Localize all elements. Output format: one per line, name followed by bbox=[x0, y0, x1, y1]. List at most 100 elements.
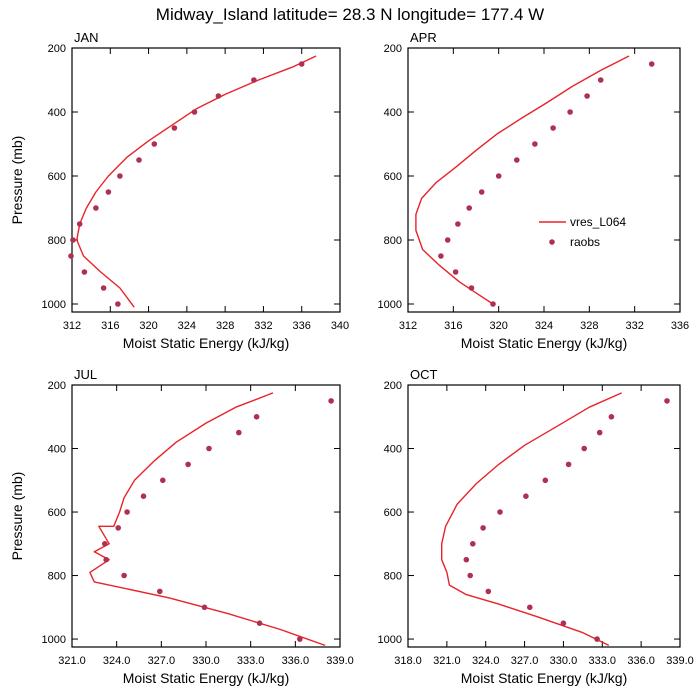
obs-point bbox=[76, 221, 83, 227]
x-tick-label: 340 bbox=[331, 320, 349, 332]
x-axis-label: Moist Static Energy (kJ/kg) bbox=[461, 335, 628, 351]
obs-point bbox=[140, 493, 147, 500]
x-tick-label: 333.0 bbox=[589, 655, 617, 667]
obs-point bbox=[105, 189, 112, 195]
y-axis-label: Pressure (mb) bbox=[9, 136, 25, 225]
x-tick-label: 336.0 bbox=[282, 655, 310, 667]
x-tick-label: 336 bbox=[671, 320, 689, 332]
panel-jul: JUL 321.0 324.0 327.0 330.0 333.0 336.0 339.0 20… bbox=[9, 367, 354, 686]
x-tick-label: 339.0 bbox=[666, 655, 694, 667]
legend-marker-swatch bbox=[549, 239, 555, 245]
obs-point bbox=[523, 493, 529, 500]
x-tick-label: 318.0 bbox=[394, 655, 422, 667]
panel-title: APR bbox=[410, 30, 437, 45]
x-tick-label: 316 bbox=[101, 320, 119, 332]
y-tick-label: 200 bbox=[384, 380, 402, 392]
model-line-jan bbox=[76, 55, 317, 308]
x-tick-label: 327.0 bbox=[148, 655, 176, 667]
panel-apr: APR 312 316 320 324 328 332 336 200 400 600 800 1000… bbox=[378, 30, 690, 351]
obs-point bbox=[648, 61, 655, 67]
obs-point bbox=[584, 93, 590, 99]
x-tick-label: 330.0 bbox=[192, 655, 220, 667]
obs-point bbox=[136, 157, 142, 163]
obs-point bbox=[298, 61, 305, 67]
obs-point bbox=[490, 301, 496, 307]
obs-point bbox=[201, 604, 208, 611]
obs-point bbox=[596, 429, 603, 436]
obs-point bbox=[470, 541, 476, 547]
panel-oct: OCT 318.0 321.0 324.0 327.0 330.0 333.0 336.0 33… bbox=[378, 367, 694, 686]
panel-title: OCT bbox=[410, 367, 438, 382]
obs-point bbox=[121, 572, 127, 579]
model-line-apr bbox=[415, 55, 630, 305]
x-tick-label: 312 bbox=[399, 320, 417, 332]
obs-point bbox=[467, 572, 474, 579]
y-tick-label: 1000 bbox=[378, 634, 402, 646]
obs-point bbox=[565, 461, 572, 468]
model-line-oct bbox=[441, 392, 622, 647]
plot-frame bbox=[71, 47, 341, 313]
y-axis-label: Pressure (mb) bbox=[9, 472, 25, 561]
obs-point bbox=[480, 525, 486, 531]
model-line-jul bbox=[89, 392, 326, 647]
obs-point bbox=[236, 429, 242, 436]
obs-point bbox=[463, 556, 470, 563]
obs-point bbox=[117, 173, 123, 179]
x-tick-label: 324.0 bbox=[103, 655, 131, 667]
legend-obs-label: raobs bbox=[570, 235, 600, 249]
obs-point bbox=[527, 604, 533, 611]
y-tick-label: 800 bbox=[384, 235, 402, 247]
panel-jan: JAN 312 316 320 324 328 332 336 340 200 400 600 800 1… bbox=[9, 30, 349, 351]
obs-point bbox=[215, 93, 222, 99]
obs-point bbox=[297, 636, 303, 642]
y-tick-label: 800 bbox=[48, 571, 66, 583]
obs-point bbox=[514, 157, 520, 163]
obs-point bbox=[485, 588, 492, 595]
obs-point bbox=[438, 253, 444, 259]
x-tick-label: 336 bbox=[293, 320, 311, 332]
obs-point bbox=[581, 445, 587, 452]
x-tick-label: 324 bbox=[535, 320, 553, 332]
figure-title: Midway_Island latitude= 28.3 N longitude… bbox=[156, 5, 544, 24]
x-tick-label: 332 bbox=[625, 320, 643, 332]
obs-point bbox=[251, 77, 257, 83]
obs-point bbox=[466, 205, 473, 211]
x-axis-label: Moist Static Energy (kJ/kg) bbox=[461, 670, 628, 686]
x-tick-label: 316 bbox=[444, 320, 462, 332]
x-axis-label: Moist Static Energy (kJ/kg) bbox=[123, 670, 290, 686]
y-tick-label: 600 bbox=[384, 507, 402, 519]
obs-point bbox=[151, 141, 158, 147]
y-tick-label: 600 bbox=[48, 507, 66, 519]
x-tick-label: 321.0 bbox=[58, 655, 86, 667]
obs-point bbox=[497, 509, 503, 515]
y-tick-label: 1000 bbox=[42, 299, 66, 311]
obs-point bbox=[191, 109, 198, 115]
obs-point bbox=[256, 620, 263, 626]
legend-box bbox=[537, 208, 640, 260]
obs-point bbox=[594, 636, 600, 642]
obs-point bbox=[444, 237, 451, 243]
x-tick-label: 320 bbox=[489, 320, 507, 332]
x-axis-label: Moist Static Energy (kJ/kg) bbox=[123, 335, 290, 351]
obs-point bbox=[253, 414, 260, 420]
obs-point bbox=[478, 189, 485, 195]
obs-point bbox=[160, 477, 166, 484]
x-tick-label: 332 bbox=[254, 320, 272, 332]
obs-point bbox=[608, 414, 615, 420]
obs-point bbox=[532, 141, 538, 147]
y-tick-label: 800 bbox=[48, 235, 66, 247]
panel-title: JAN bbox=[74, 30, 99, 45]
x-tick-label: 328 bbox=[580, 320, 598, 332]
y-tick-label: 600 bbox=[48, 171, 66, 183]
x-tick-label: 330.0 bbox=[550, 655, 578, 667]
plot-frame bbox=[407, 384, 681, 648]
y-tick-label: 400 bbox=[384, 444, 402, 456]
y-tick-label: 200 bbox=[48, 43, 66, 55]
obs-point bbox=[124, 509, 130, 515]
y-tick-label: 800 bbox=[384, 571, 402, 583]
x-tick-label: 324 bbox=[178, 320, 196, 332]
x-tick-label: 327.0 bbox=[511, 655, 539, 667]
obs-point bbox=[495, 173, 502, 179]
x-tick-label: 339.0 bbox=[326, 655, 354, 667]
